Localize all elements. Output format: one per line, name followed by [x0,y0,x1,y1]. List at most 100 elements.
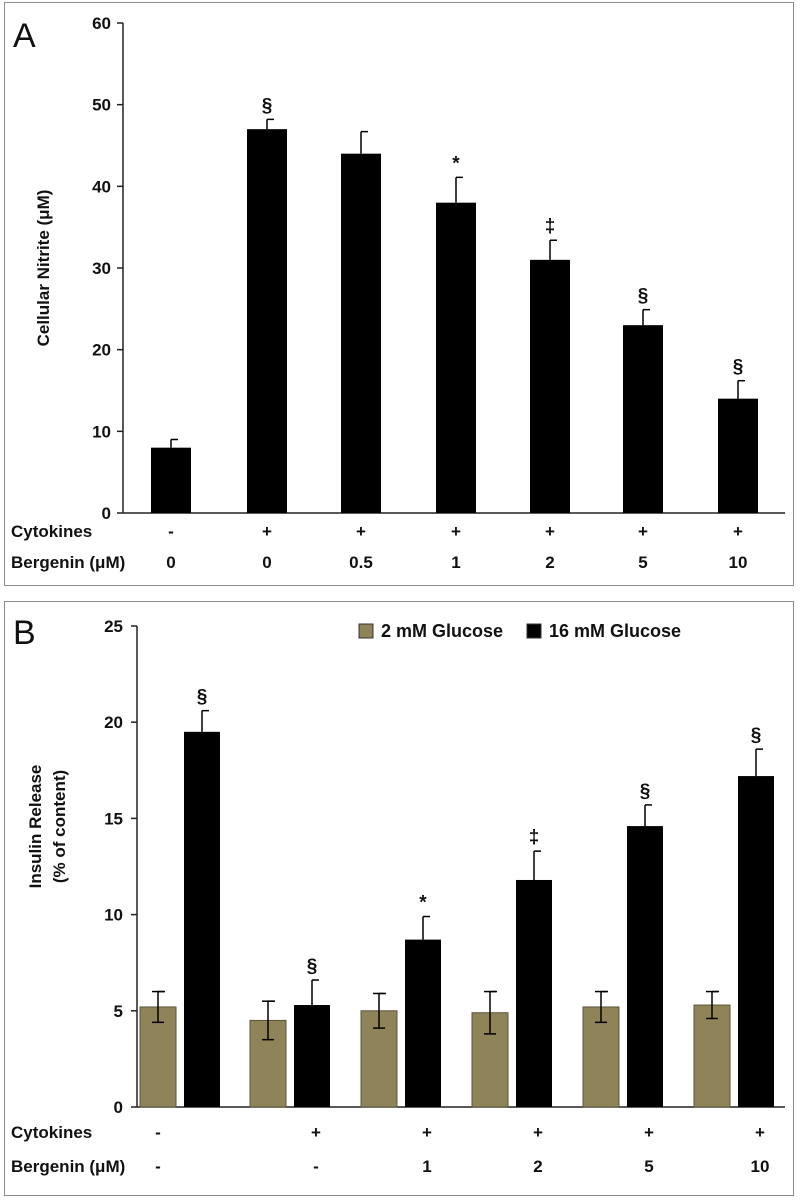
error-bar [267,1000,275,1021]
row-label-bergenin: Bergenin (μM) [11,1157,125,1176]
bergenin-label: 1 [451,553,460,572]
error-bar [489,990,497,1013]
error-bar [266,118,274,130]
error-bar [201,709,209,732]
row-label-cytokines: Cytokines [11,522,92,541]
bar-16mm-glucose [294,1005,330,1107]
significance-mark: § [640,781,651,802]
significance-mark: § [751,725,762,746]
significance-mark: * [452,153,460,174]
cytokine-label: - [155,1123,161,1142]
y-tick-label: 25 [104,617,123,636]
y-tick-label: 0 [114,1098,123,1117]
y-tick-label: 30 [92,259,111,278]
error-bar [422,915,430,940]
significance-mark: § [262,95,273,116]
bar [530,259,570,513]
legend-label: 16 mM Glucose [549,621,681,641]
cytokine-label: - [168,522,174,541]
bar-2mm-glucose [139,1006,177,1108]
error-bar [378,992,386,1011]
bergenin-label: 10 [729,553,748,572]
bar-16mm-glucose [516,879,552,1107]
significance-mark: * [419,893,427,914]
y-tick-label: 60 [92,14,111,33]
y-tick-label: 10 [92,422,111,441]
cytokine-label: + [638,522,648,541]
bar [247,129,287,513]
y-tick-label: 20 [92,341,111,360]
bergenin-label: 1 [422,1157,431,1176]
row-label-cytokines: Cytokines [11,1123,92,1142]
bergenin-label: 2 [533,1157,542,1176]
y-tick-label: 20 [104,713,123,732]
bar [718,398,758,513]
error-bar [642,308,650,326]
bar-16mm-glucose [405,939,441,1107]
cytokine-label: + [451,522,461,541]
cytokine-label: + [733,522,743,541]
significance-mark: § [638,286,649,307]
error-bar [737,379,745,399]
y-tick-label: 50 [92,96,111,115]
bar [623,325,663,513]
y-axis-title: Cellular Nitrite (μM) [34,190,53,347]
bar-16mm-glucose [738,776,774,1107]
error-bar [311,979,319,1006]
error-bar [644,804,652,827]
error-bar [157,990,165,1007]
bergenin-label: 5 [638,553,647,572]
bergenin-label: 5 [644,1157,653,1176]
significance-mark: ‡ [529,827,540,848]
bar-2mm-glucose [249,1019,287,1108]
bar-2mm-glucose [693,1004,731,1108]
y-tick-label: 15 [104,809,123,828]
bergenin-label: 0 [166,553,175,572]
y-axis-title-line2: (% of content) [50,770,69,883]
error-bar [755,748,763,777]
legend-label: 2 mM Glucose [381,621,503,641]
bergenin-label: 0.5 [349,553,373,572]
error-bar [549,239,557,260]
legend-swatch [526,623,542,639]
y-tick-label: 5 [114,1002,123,1021]
cytokine-label: + [356,522,366,541]
bergenin-label: 0 [262,553,271,572]
cytokine-label: + [311,1123,321,1142]
bergenin-label: - [155,1157,161,1176]
error-bar [170,438,178,448]
bar [341,153,381,513]
panel-a: A 0 10 20 30 40 50 60 Cellular Nitrite (μM) § * ‡ § §… [4,2,794,586]
bergenin-label: 10 [751,1157,770,1176]
cytokine-label: + [533,1123,543,1142]
bar-16mm-glucose [627,826,663,1107]
cytokine-label: + [644,1123,654,1142]
bar [436,202,476,513]
panel-letter-b: B [13,614,36,652]
row-label-bergenin: Bergenin (μM) [11,553,125,572]
bergenin-label: - [313,1157,319,1176]
panel-b: B 0 5 10 15 20 25 Insulin Release (% of content)… [4,601,794,1196]
cytokine-label: + [422,1123,432,1142]
bar-2mm-glucose [582,1006,620,1108]
error-bar [360,130,368,154]
error-bar [711,990,719,1006]
y-axis-title-line1: Insulin Release [26,765,45,889]
significance-mark: § [197,687,208,708]
legend-swatch [358,623,374,639]
panel-letter-a: A [13,17,36,55]
error-bar [533,850,541,880]
error-bar [455,176,463,203]
bar [151,447,191,513]
significance-mark: § [733,357,744,378]
y-tick-label: 10 [104,906,123,925]
cytokine-label: + [262,522,272,541]
y-tick-label: 40 [92,177,111,196]
bar-16mm-glucose [184,731,220,1107]
error-bar [600,990,608,1007]
cytokine-label: + [545,522,555,541]
bergenin-label: 2 [545,553,554,572]
cytokine-label: + [755,1123,765,1142]
